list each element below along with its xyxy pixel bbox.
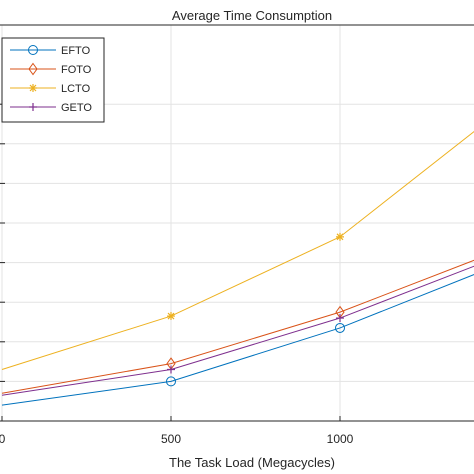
- data-point-lcto-2-shape: [336, 232, 344, 241]
- legend-label-geto: GETO: [61, 102, 92, 114]
- legend-marker-lcto: [29, 84, 37, 92]
- legend-label-foto: FOTO: [61, 64, 92, 76]
- legend-box: [1, 37, 105, 123]
- legend-label-lcto: LCTO: [61, 83, 91, 95]
- data-point-lcto-2: [336, 232, 344, 241]
- x-tick-label-2: 1000: [327, 432, 354, 446]
- legend-marker-geto: [29, 103, 37, 111]
- plot-area-frame: [0, 24, 474, 422]
- series-line-lcto: [1, 131, 474, 370]
- data-point-efto-2: [335, 322, 345, 333]
- chart-title: Average Time Consumption: [172, 8, 332, 23]
- series-line-efto: [1, 274, 474, 406]
- legend-marker-efto: [28, 45, 38, 55]
- series-layer: [1, 131, 474, 406]
- data-point-geto-1: [167, 365, 175, 374]
- grid: [0, 25, 474, 421]
- x-tick-labels: 0 500 1000: [0, 432, 354, 446]
- data-point-lcto-1-shape: [167, 312, 175, 321]
- x-tick-label-0: 0: [0, 432, 6, 446]
- data-point-efto-1: [166, 376, 176, 387]
- legend-label-efto: EFTO: [61, 45, 91, 57]
- series-line-geto: [1, 265, 474, 396]
- series-line-foto: [1, 259, 474, 394]
- data-point-geto-2: [336, 314, 344, 323]
- legend-marker-lcto-shape: [29, 84, 37, 92]
- legend: EFTO FOTO LCTO GETO: [1, 37, 105, 123]
- legend-marker-foto: [28, 62, 38, 76]
- data-point-lcto-1: [167, 312, 175, 321]
- x-axis-label: The Task Load (Megacycles): [169, 455, 335, 470]
- x-tick-label-1: 500: [161, 432, 181, 446]
